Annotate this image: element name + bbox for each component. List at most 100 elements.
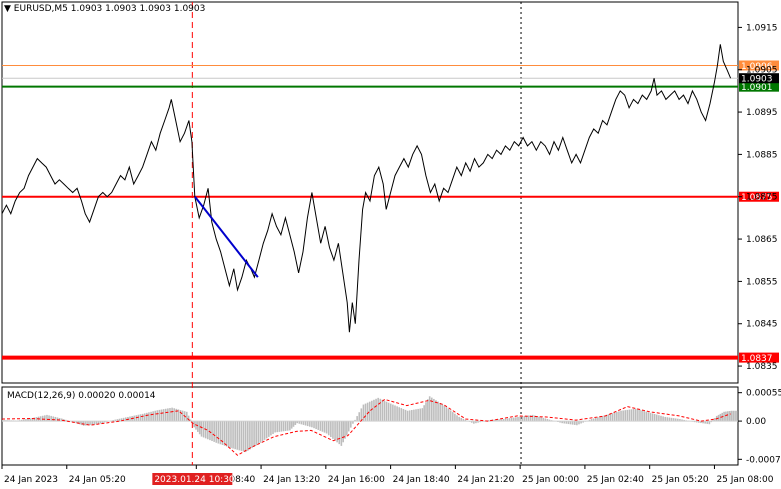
macd-histogram-bar [402, 408, 405, 422]
macd-histogram-bar [479, 421, 481, 423]
macd-histogram-bar [175, 408, 178, 422]
macd-histogram-bar [23, 419, 25, 422]
macd-histogram-bar [599, 416, 601, 422]
macd-histogram-bar [460, 417, 463, 422]
macd-histogram-bar [611, 413, 614, 422]
macd-histogram-bar [714, 417, 716, 422]
macd-histogram-bar [698, 421, 700, 423]
macd-histogram-bar [223, 421, 226, 446]
price-pane-frame [1, 1, 739, 384]
macd-y-tick-label: -0.00074 [746, 455, 781, 465]
macd-histogram-bar [435, 400, 437, 422]
macd-histogram-bar [302, 421, 305, 425]
macd-histogram-bar [292, 421, 295, 427]
macd-histogram-bar [728, 411, 731, 422]
macd-histogram-bar [112, 420, 114, 422]
macd-histogram-bar [626, 409, 629, 422]
macd-histogram-bar [207, 421, 209, 440]
x-tick-label: 24 Jan 13:20 [263, 475, 320, 485]
macd-histogram-bar [616, 411, 618, 422]
macd-y-tick-label: 0.00055 [746, 389, 781, 399]
macd-histogram-bar [649, 412, 652, 422]
macd-histogram-bar [565, 421, 568, 424]
macd-histogram-bar [613, 412, 616, 422]
macd-histogram-bar [366, 402, 369, 422]
macd-histogram-bar [364, 403, 367, 422]
x-tick-label: 24 Jan 21:20 [457, 475, 514, 485]
macd-histogram-bar [114, 419, 117, 422]
macd-histogram-bar [148, 412, 150, 422]
macd-histogram-bar [255, 421, 257, 446]
macd-histogram-bar [306, 421, 309, 427]
macd-histogram-bar [510, 417, 513, 422]
macd-histogram-bar [443, 405, 446, 422]
macd-histogram-bar [730, 410, 733, 422]
macd-histogram-bar [347, 421, 350, 432]
macd-histogram-bar [597, 417, 599, 422]
level-tag-1.0837 [739, 352, 779, 363]
macd-histogram-bar [82, 421, 85, 426]
macd-histogram-bar [48, 415, 50, 422]
macd-histogram-bar [534, 415, 536, 422]
macd-histogram-bar [156, 410, 159, 422]
macd-histogram-bar [289, 421, 291, 431]
macd-histogram-bar [445, 407, 448, 422]
macd-histogram-bar [97, 421, 100, 425]
macd-histogram-bar [240, 421, 243, 451]
macd-histogram-bar [60, 418, 63, 422]
macd-histogram-bar [135, 415, 138, 422]
macd-histogram-bar [375, 398, 377, 422]
x-tick-label: 25 Jan 08:00 [716, 475, 773, 485]
macd-histogram-bar [261, 421, 264, 442]
trend-line [194, 196, 259, 278]
macd-histogram-bar [334, 421, 336, 441]
macd-histogram-bar [356, 416, 358, 422]
x-tick-label: 25 Jan 05:20 [652, 475, 709, 485]
macd-histogram-bar [296, 421, 298, 424]
macd-histogram-bar [430, 397, 433, 422]
macd-histogram-bar [508, 418, 511, 422]
macd-histogram-bar [87, 421, 89, 426]
macd-histogram-bar [232, 421, 234, 449]
macd-histogram-bar [244, 421, 247, 453]
macd-signal-line [1, 398, 731, 456]
macd-histogram-bar [323, 421, 326, 433]
macd-pane-frame [1, 386, 739, 466]
macd-histogram-bar [517, 416, 519, 422]
macd-histogram-bar [209, 421, 211, 441]
macd-histogram-bar [197, 421, 199, 432]
macd-histogram-bar [475, 421, 477, 424]
macd-histogram-bar [561, 421, 563, 424]
macd-histogram-bar [473, 421, 475, 424]
macd-histogram-bar [276, 421, 279, 433]
macd-histogram-bar [379, 398, 382, 422]
macd-histogram-bar [340, 421, 343, 446]
macd-histogram-bar [146, 412, 148, 422]
macd-histogram-bar [506, 418, 509, 422]
macd-histogram-bar [300, 421, 303, 425]
macd-histogram-bar [152, 411, 154, 422]
macd-histogram-bar [373, 399, 375, 422]
macd-histogram-bar [25, 419, 27, 422]
macd-histogram-bar [658, 415, 660, 422]
macd-histogram-bar [268, 421, 270, 437]
macd-histogram-bar [20, 419, 23, 422]
macd-histogram-bar [52, 416, 55, 422]
macd-histogram-bar [236, 421, 239, 450]
macd-histogram-bar [603, 415, 606, 422]
macd-histogram-bar [670, 417, 673, 422]
macd-histogram-bar [582, 421, 584, 423]
y-tick-label: 1.0915 [746, 23, 778, 33]
macd-histogram-bar [734, 410, 736, 422]
macd-histogram-bar [695, 421, 698, 423]
macd-histogram-bar [65, 419, 67, 422]
macd-histogram-bar [529, 415, 532, 422]
symbol-dropdown-icon[interactable]: ▼ [4, 4, 11, 14]
macd-histogram-bar [653, 414, 656, 422]
macd-histogram-bar [173, 408, 175, 422]
macd-histogram-bar [708, 421, 711, 425]
macd-histogram-bar [389, 403, 392, 422]
macd-histogram-bar [421, 408, 424, 422]
macd-histogram-bar [666, 417, 669, 422]
time-marker-label: 2023.01.24 10:30 [154, 475, 235, 485]
